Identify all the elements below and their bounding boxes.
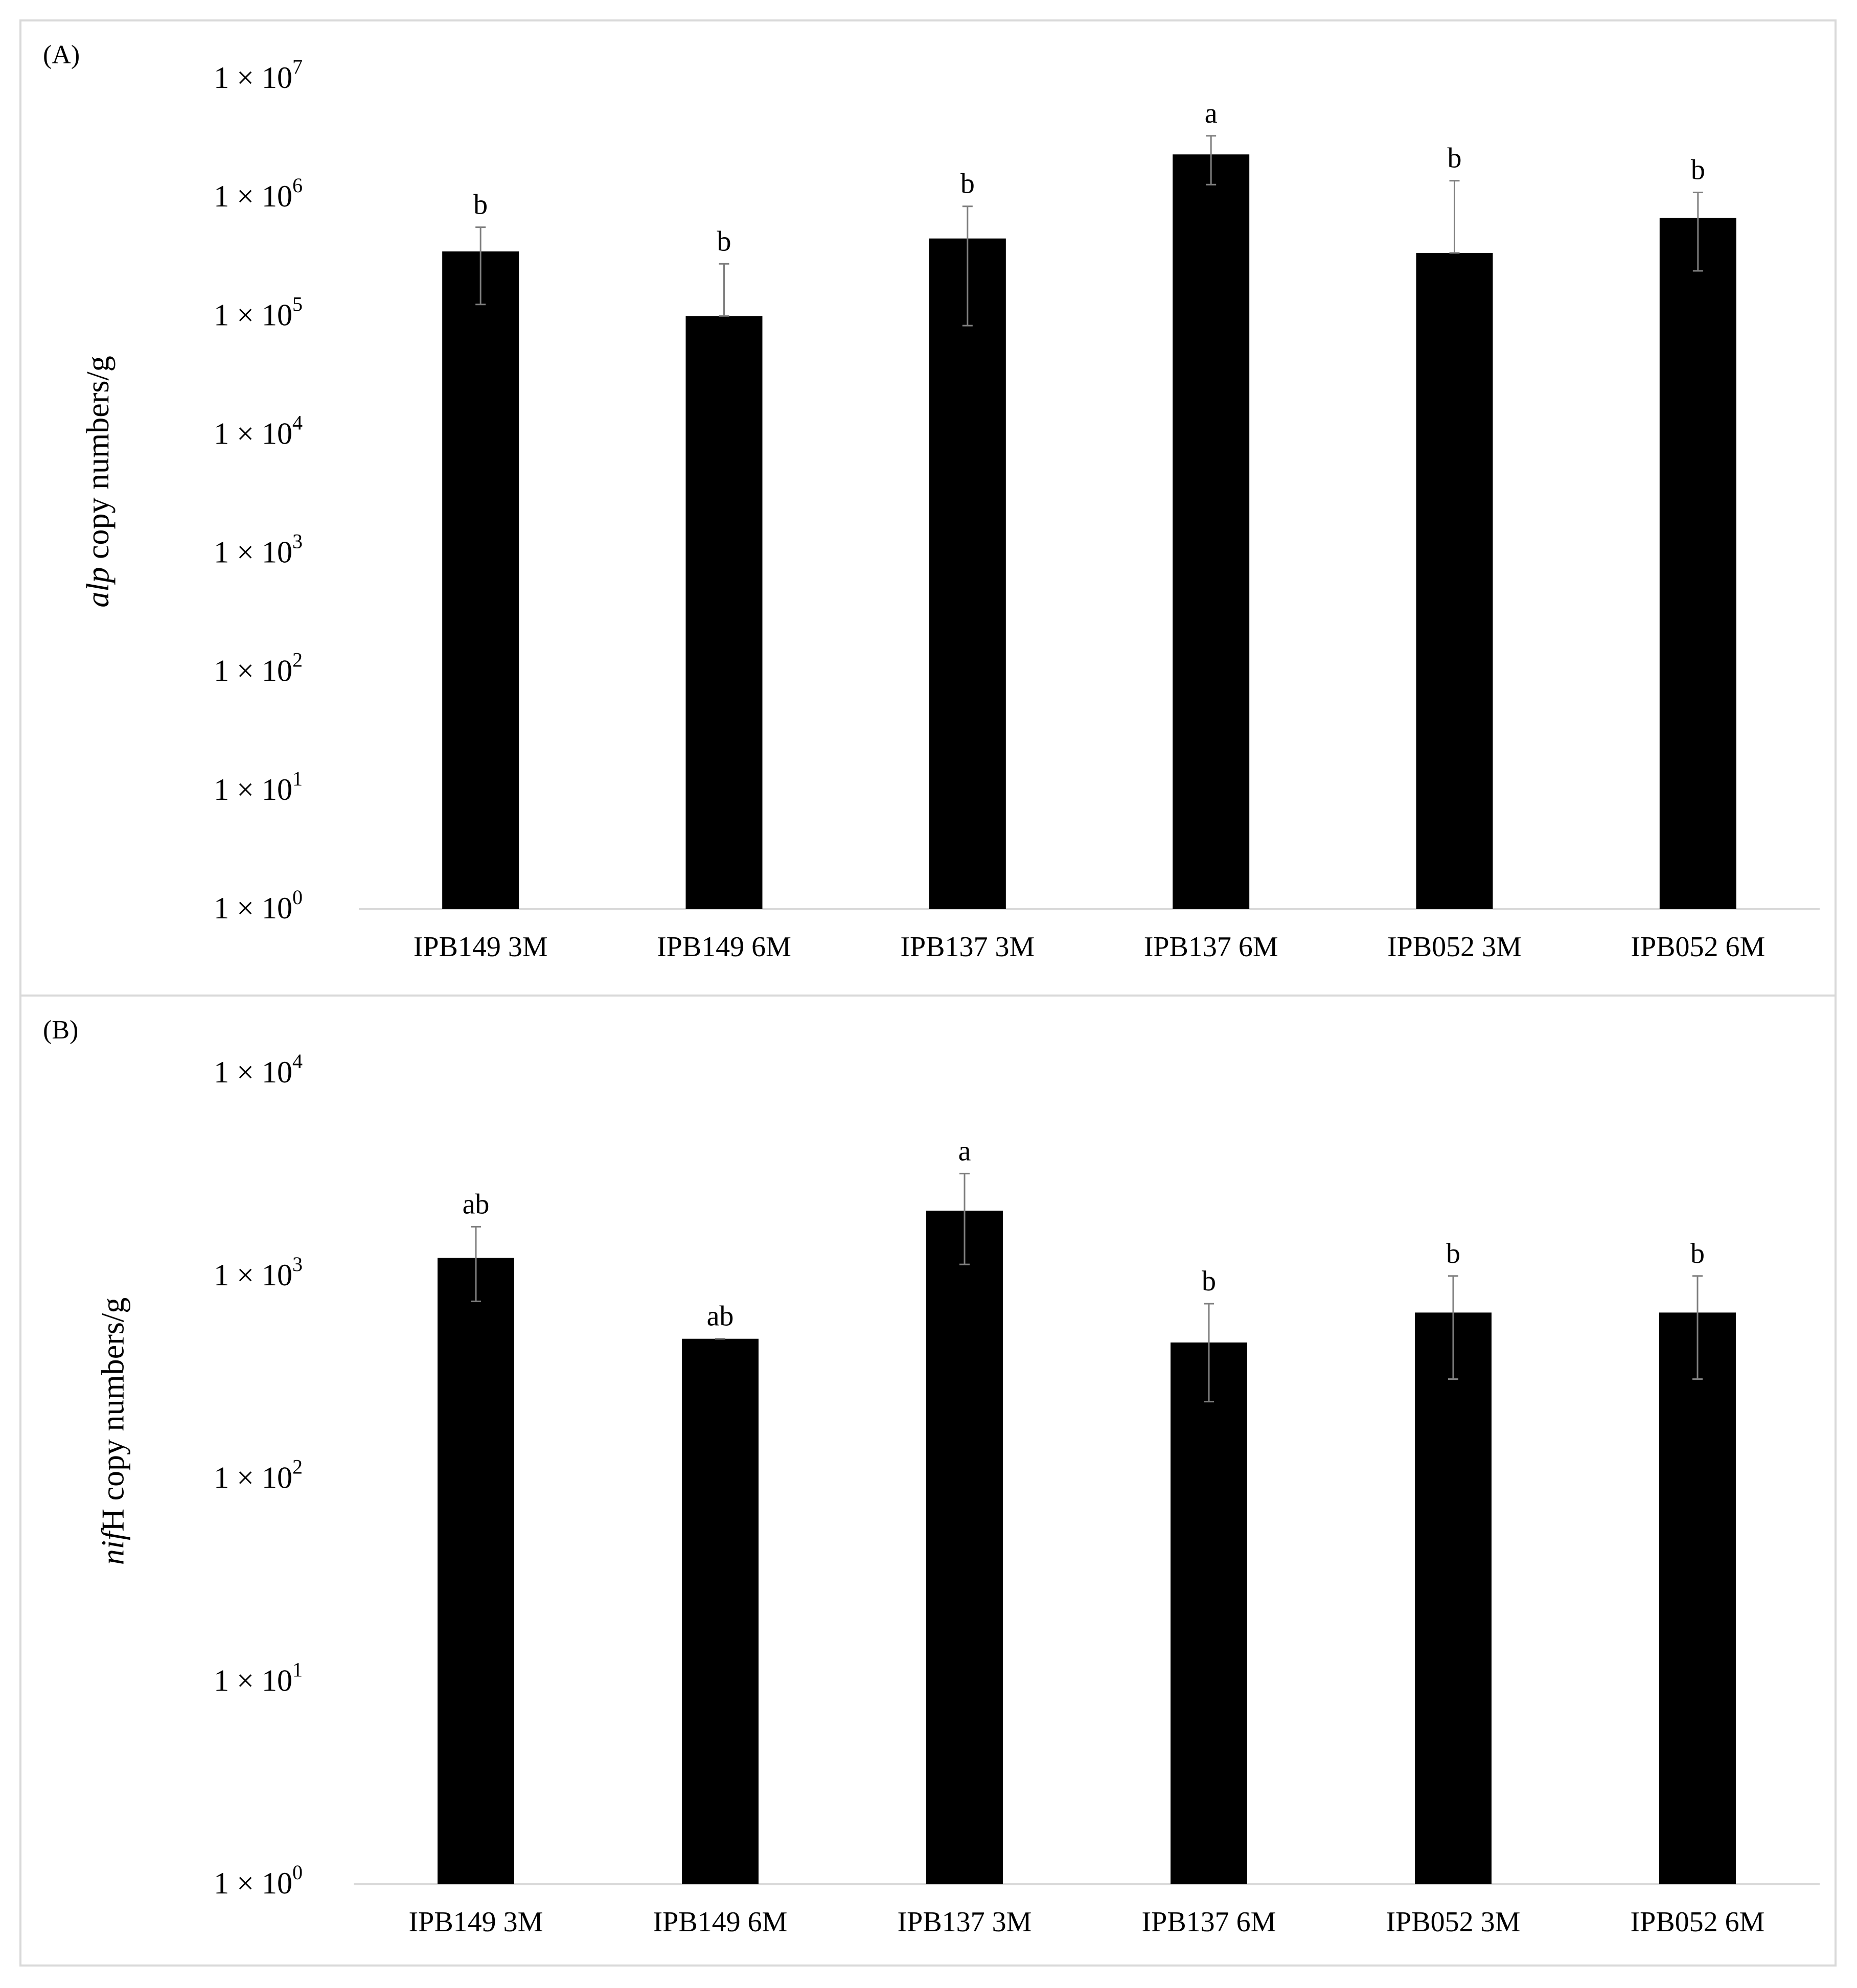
bar [926, 1210, 1003, 1884]
significance-letter: b [1446, 1238, 1460, 1269]
x-tick-label: IPB052 3M [1386, 1906, 1521, 1938]
y-tick-mantissa: 1 × 10 [214, 179, 292, 213]
y-tick-exponent: 7 [292, 55, 303, 78]
y-tick-label: 1 × 104 [214, 1050, 303, 1089]
y-tick-label: 1 × 103 [214, 530, 303, 569]
bar [682, 1338, 759, 1884]
y-tick-exponent: 0 [292, 886, 303, 909]
bar [1415, 1312, 1492, 1884]
x-tick-label: IPB052 6M [1631, 931, 1765, 963]
x-tick-label: IPB149 3M [414, 931, 548, 963]
chart-panel-b: (B) nifH copy numbers/g 1 × 100 1 × 101 1 … [19, 995, 1837, 1967]
significance-letter: b [473, 189, 488, 221]
significance-letter: ab [463, 1188, 490, 1220]
x-tick-label: IPB052 6M [1631, 1906, 1765, 1938]
y-tick-exponent: 0 [292, 1861, 303, 1884]
y-tick-exponent: 2 [292, 649, 303, 672]
significance-letter: b [960, 168, 975, 200]
y-tick-mantissa: 1 × 10 [214, 654, 292, 688]
x-tick-label: IPB149 6M [657, 931, 791, 963]
y-tick-mantissa: 1 × 10 [214, 1866, 292, 1900]
bar [1659, 218, 1736, 910]
y-tick-exponent: 6 [292, 174, 303, 197]
y-tick-label: 1 × 107 [214, 55, 303, 95]
significance-letter: b [717, 225, 731, 257]
significance-letter: b [1691, 154, 1705, 186]
y-tick-label: 1 × 100 [214, 1861, 303, 1900]
significance-letter: a [958, 1135, 971, 1167]
y-tick-exponent: 3 [292, 530, 303, 553]
bar [1171, 1342, 1247, 1884]
y-tick-label: 1 × 101 [214, 1658, 303, 1697]
x-tick-label: IPB149 6M [653, 1906, 788, 1938]
x-tick-label: IPB052 3M [1387, 931, 1522, 963]
panel-label: (B) [43, 1015, 79, 1045]
y-tick-exponent: 4 [292, 1050, 303, 1073]
y-tick-label: 1 × 106 [214, 174, 303, 213]
x-tick-label: IPB137 6M [1144, 931, 1278, 963]
y-tick-mantissa: 1 × 10 [214, 61, 292, 95]
significance-letter: b [1690, 1238, 1705, 1269]
bar [1173, 154, 1250, 910]
y-tick-label: 1 × 105 [214, 292, 303, 332]
panel-label: (A) [43, 40, 80, 70]
chart-panel-a: (A) alp copy numbers/g 1 × 100 1 × 101 1 ×… [19, 19, 1837, 997]
y-tick-exponent: 1 [292, 1658, 303, 1681]
x-tick-label: IPB137 3M [898, 1906, 1032, 1938]
bar [438, 1258, 514, 1884]
y-tick-mantissa: 1 × 10 [214, 298, 292, 332]
significance-letter: a [1205, 98, 1218, 129]
y-tick-mantissa: 1 × 10 [214, 536, 292, 569]
y-tick-mantissa: 1 × 10 [214, 1461, 292, 1495]
y-tick-mantissa: 1 × 10 [214, 417, 292, 450]
significance-letter: b [1448, 143, 1462, 174]
y-tick-mantissa: 1 × 10 [214, 773, 292, 806]
y-tick-exponent: 2 [292, 1455, 303, 1478]
y-tick-label: 1 × 103 [214, 1253, 303, 1292]
x-tick-label: IPB149 3M [409, 1906, 543, 1938]
bar [1659, 1312, 1736, 1884]
significance-letter: ab [707, 1301, 734, 1332]
y-tick-mantissa: 1 × 10 [214, 1258, 292, 1292]
y-tick-exponent: 4 [292, 411, 303, 434]
y-tick-mantissa: 1 × 10 [214, 1055, 292, 1089]
significance-letter: b [1202, 1265, 1216, 1297]
bar [442, 251, 519, 910]
y-tick-exponent: 1 [292, 767, 303, 790]
y-tick-label: 1 × 100 [214, 886, 303, 925]
y-tick-mantissa: 1 × 10 [214, 1663, 292, 1697]
x-tick-label: IPB137 3M [900, 931, 1035, 963]
y-tick-mantissa: 1 × 10 [214, 891, 292, 925]
bar [1416, 252, 1493, 909]
y-tick-exponent: 5 [292, 292, 303, 315]
x-tick-label: IPB137 6M [1142, 1906, 1276, 1938]
y-tick-label: 1 × 104 [214, 411, 303, 450]
bar [929, 238, 1006, 909]
y-tick-label: 1 × 102 [214, 649, 303, 688]
y-tick-label: 1 × 102 [214, 1455, 303, 1495]
bar [685, 316, 763, 910]
y-tick-exponent: 3 [292, 1253, 303, 1276]
y-tick-label: 1 × 101 [214, 767, 303, 806]
